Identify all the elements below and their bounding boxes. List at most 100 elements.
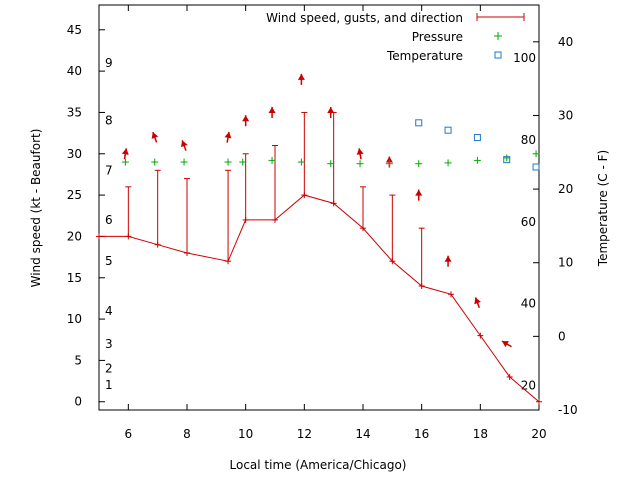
beaufort-label: 7: [105, 163, 113, 177]
fahrenheit-label: 60: [521, 215, 536, 229]
pressure-point: [224, 158, 232, 166]
fahrenheit-label: 40: [521, 297, 536, 311]
arrow-head: [415, 189, 423, 196]
gust-bars: [125, 111, 425, 287]
y-tick-label: 45: [67, 23, 82, 37]
pressure-point: [180, 158, 188, 166]
arrow-head: [224, 131, 232, 139]
arrow-head: [327, 106, 335, 113]
beaufort-label: 1: [105, 378, 113, 392]
y-axis-right-label: Temperature (C - F): [596, 150, 610, 267]
arrow-head: [385, 156, 393, 163]
y-tick-label: 15: [67, 271, 82, 285]
pressure-point: [473, 156, 481, 164]
pressure-point: [239, 158, 247, 166]
y2-tick-label: 20: [558, 182, 573, 196]
arrow-head: [151, 132, 159, 139]
wind-direction-arrow: [356, 148, 364, 160]
x-tick-label: 18: [473, 427, 488, 441]
beaufort-label: 5: [105, 254, 113, 268]
legend-temperature-label: Temperature: [386, 49, 463, 63]
pressure-point: [356, 160, 364, 168]
legend-wind-sample: [476, 13, 525, 21]
wind-direction-arrow: [297, 73, 305, 85]
wind-direction-arrow: [474, 297, 481, 308]
arrow-head: [474, 297, 481, 305]
plot-frame: [98, 4, 540, 411]
temperature-point: [473, 134, 481, 142]
temperature-point: [503, 156, 511, 164]
arrow-head: [242, 115, 250, 122]
y-tick-label: 40: [67, 64, 82, 78]
arrow-head: [444, 255, 452, 262]
pressure-point: [297, 158, 305, 166]
x-tick-label: 8: [183, 427, 191, 441]
pressure-point: [444, 159, 452, 167]
beaufort-scale: 1 2 3 4 5 6 7 8 9: [105, 56, 113, 392]
x-tick-label: 12: [297, 427, 312, 441]
wind-direction-arrow: [180, 140, 188, 151]
wind-direction-arrow: [242, 115, 250, 127]
arrow-head: [180, 140, 188, 148]
fahrenheit-label: 20: [521, 378, 536, 392]
fahrenheit-label: 100: [513, 51, 536, 65]
fahrenheit-label: 80: [521, 133, 536, 147]
y-axis-left-label: Wind speed (kt - Beaufort): [29, 129, 43, 288]
x-tick-label: 6: [125, 427, 133, 441]
temperature-point: [444, 126, 452, 134]
wind-direction-arrow: [327, 106, 335, 118]
wind-direction-arrow: [151, 131, 159, 143]
legend-wind-label: Wind speed, gusts, and direction: [266, 11, 463, 25]
wind-direction-arrow: [415, 189, 423, 201]
pressure-point: [268, 156, 276, 164]
pressure-point: [121, 158, 129, 166]
pressure-point: [532, 150, 540, 158]
x-axis-label: Local time (America/Chicago): [230, 458, 407, 472]
arrow-head: [121, 148, 129, 155]
arrow-head: [268, 106, 276, 113]
wind-direction-arrow: [224, 131, 232, 143]
beaufort-label: 6: [105, 213, 113, 227]
pressure-points: [121, 150, 540, 168]
pressure-point: [503, 154, 511, 162]
y-tick-label: 25: [67, 188, 82, 202]
y-axis-right: -10 0 10 20 30 40: [533, 35, 578, 417]
legend: Wind speed, gusts, and direction Pressur…: [266, 11, 525, 63]
wind-direction-arrow: [444, 255, 452, 267]
wind-speed-line: [99, 194, 540, 403]
temperature-point: [532, 163, 540, 171]
pressure-point: [327, 160, 335, 168]
wind-direction-arrow: [268, 106, 276, 118]
legend-temperature-marker: [494, 51, 502, 59]
legend-pressure-marker: [494, 32, 502, 40]
y-tick-label: 35: [67, 105, 82, 119]
pressure-point: [415, 160, 423, 168]
x-tick-label: 16: [414, 427, 429, 441]
temperature-points: [415, 119, 540, 171]
x-tick-label: 14: [355, 427, 370, 441]
y-tick-label: 5: [74, 353, 82, 367]
temperature-point: [415, 119, 423, 127]
beaufort-label: 9: [105, 56, 113, 70]
y2-tick-label: 40: [558, 35, 573, 49]
y2-tick-label: 10: [558, 256, 573, 270]
y-axis-left: 0 5 10 15 20 25 30 35 40 45: [67, 23, 105, 409]
arrow-head: [356, 148, 364, 155]
y2-tick-label: 0: [558, 329, 566, 343]
beaufort-label: 3: [105, 337, 113, 351]
y-tick-label: 10: [67, 312, 82, 326]
arrow-head: [297, 73, 305, 80]
beaufort-label: 2: [105, 362, 113, 376]
y-tick-label: 0: [74, 395, 82, 409]
beaufort-label: 8: [105, 114, 113, 128]
y-tick-label: 30: [67, 147, 82, 161]
beaufort-label: 4: [105, 304, 113, 318]
y2-tick-label: -10: [558, 403, 578, 417]
fahrenheit-scale: 20 40 60 80 100: [513, 51, 536, 392]
wind-speed-markers: [96, 192, 542, 405]
x-tick-label: 20: [531, 427, 546, 441]
pressure-point: [385, 160, 393, 168]
y2-tick-label: 30: [558, 108, 573, 122]
arrow-head: [501, 341, 509, 348]
